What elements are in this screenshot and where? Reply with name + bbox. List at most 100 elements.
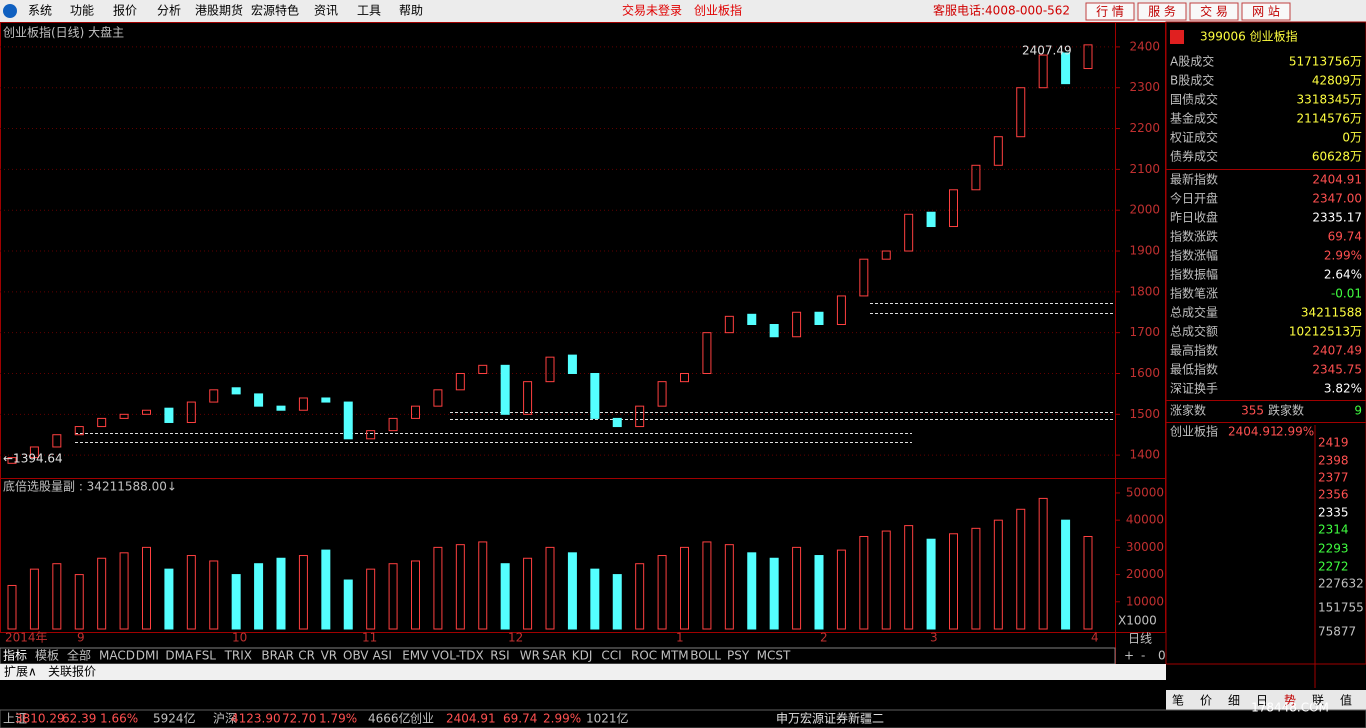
indicator-tab[interactable]: KDJ xyxy=(572,649,593,663)
candle xyxy=(321,397,331,403)
menu-item[interactable]: 功能 xyxy=(70,4,94,18)
candle xyxy=(231,387,241,395)
indicator-tab[interactable]: MCST xyxy=(757,649,791,663)
candle xyxy=(567,354,577,374)
panel-tab[interactable]: 价 xyxy=(1200,694,1212,708)
extra[interactable]: 扩展∧ xyxy=(4,665,37,679)
volume-bar xyxy=(769,557,779,630)
menu-item[interactable]: 帮助 xyxy=(399,4,423,18)
volume-bar xyxy=(231,574,241,630)
indicator-tab[interactable]: PSY xyxy=(727,649,750,663)
status-item: 2404.91 xyxy=(446,712,496,726)
row-label: 今日开盘 xyxy=(1170,191,1218,206)
volume-bar xyxy=(164,568,174,630)
status-item: 1.66% xyxy=(100,712,138,726)
zoom-button[interactable]: + xyxy=(1124,649,1134,663)
panel-tab[interactable]: 联 xyxy=(1312,694,1324,708)
volume-bar xyxy=(388,563,398,630)
menu-item[interactable]: 港股期货 xyxy=(195,3,243,18)
menu-item[interactable]: 分析 xyxy=(157,4,181,18)
row-value: 69.74 xyxy=(1328,230,1362,244)
status-item: 1021亿 xyxy=(586,711,629,726)
indicator-tab[interactable]: VR xyxy=(321,649,338,663)
candle xyxy=(769,324,779,338)
candle xyxy=(523,381,533,415)
panel-tab[interactable]: 细 xyxy=(1228,694,1240,708)
button-bg xyxy=(1137,2,1187,21)
row-value: -0.01 xyxy=(1331,287,1362,301)
candle xyxy=(343,401,353,440)
panel-tab[interactable]: 势 xyxy=(1284,694,1296,708)
indicator-tab[interactable]: CR xyxy=(298,649,315,663)
indicator-tab[interactable]: TRIX xyxy=(224,649,252,663)
indicator-tab[interactable]: OBV xyxy=(343,649,369,663)
indicator-tab[interactable]: 指标 xyxy=(3,648,27,663)
volume-bar xyxy=(186,555,196,630)
panel-tab[interactable]: 日 xyxy=(1256,694,1268,708)
candle xyxy=(612,417,622,428)
button[interactable]: 网 站 xyxy=(1252,5,1280,19)
volume-bar xyxy=(702,541,712,630)
indicator-tab[interactable]: DMA xyxy=(165,649,194,663)
button[interactable]: 行 情 xyxy=(1096,5,1124,19)
indicator-tab[interactable]: DMI xyxy=(136,649,159,663)
candle xyxy=(478,364,488,374)
y-tick-label: 1400 xyxy=(1129,448,1160,462)
candle xyxy=(298,397,308,411)
stock-code: 399006 创业板指 xyxy=(1200,29,1298,44)
indicator-tab[interactable]: MTM xyxy=(661,649,689,663)
button-bg xyxy=(1085,2,1135,21)
volume-bar xyxy=(74,574,84,630)
indicator-tab[interactable]: MACD xyxy=(99,649,135,663)
menu-item[interactable]: 系统 xyxy=(28,4,52,18)
notice[interactable]: 交易未登录 xyxy=(622,3,682,18)
indicator-tab[interactable]: BRAR xyxy=(261,649,294,663)
indicator-tab[interactable]: CCI xyxy=(601,649,621,663)
row-label: 国债成交 xyxy=(1170,92,1218,107)
indicator-tab[interactable]: 全部 xyxy=(67,648,91,663)
indicator-tab[interactable]: WR xyxy=(520,649,540,663)
indicator-tab[interactable]: RSI xyxy=(490,649,510,663)
volume-bar xyxy=(1061,519,1071,630)
volume-bar xyxy=(680,546,689,630)
menu-item[interactable]: 报价 xyxy=(113,3,137,18)
button[interactable]: 交 易 xyxy=(1200,4,1228,19)
candle xyxy=(702,332,712,374)
panel-tab[interactable]: 笔 xyxy=(1172,693,1184,708)
indicator-tab[interactable]: FSL xyxy=(195,649,216,663)
y-tick-label: 50000 xyxy=(1126,485,1164,499)
notice[interactable]: 创业板指 xyxy=(694,3,742,18)
status-item: 69.74 xyxy=(503,712,537,726)
panel-tab[interactable]: 值 xyxy=(1340,693,1352,708)
candle xyxy=(747,313,757,326)
candle xyxy=(926,211,936,228)
volume-bar xyxy=(635,563,645,630)
indicator-tab[interactable]: EMV xyxy=(402,649,429,663)
indicator-tab[interactable]: 模板 xyxy=(35,649,59,663)
button[interactable]: 服 务 xyxy=(1148,4,1176,19)
status-item: 2.99% xyxy=(543,712,581,726)
indicator-tab[interactable]: ASI xyxy=(373,649,392,663)
extra[interactable]: 关联报价 xyxy=(48,664,96,679)
indicator-tab[interactable]: SAR xyxy=(542,649,566,663)
indicator-tab[interactable]: VOL-TDX xyxy=(432,649,484,663)
y-tick-label: 1600 xyxy=(1129,366,1160,380)
mini-tick: 2293 xyxy=(1318,542,1349,556)
row-label: 基金成交 xyxy=(1170,111,1218,126)
status-item: 3810.29 xyxy=(15,712,65,726)
menu-item[interactable]: 宏源特色 xyxy=(251,3,299,18)
support-lines xyxy=(75,303,1115,443)
indicator-tab[interactable]: ROC xyxy=(631,649,657,663)
volume-bar xyxy=(657,555,667,630)
zoom-button[interactable]: 0 xyxy=(1158,649,1166,663)
volume-bar xyxy=(321,549,331,630)
status-item: 上证 xyxy=(3,712,27,726)
y-tick-label: 2300 xyxy=(1129,80,1160,94)
zoom-button[interactable]: - xyxy=(1141,649,1145,663)
menu-item[interactable]: 工具 xyxy=(357,4,381,18)
indicator-tab[interactable]: BOLL xyxy=(690,649,721,663)
status-item: 4123.90 xyxy=(231,712,281,726)
row-label: 债券成交 xyxy=(1170,149,1218,164)
candle xyxy=(859,258,869,297)
menu-item[interactable]: 资讯 xyxy=(314,4,338,18)
